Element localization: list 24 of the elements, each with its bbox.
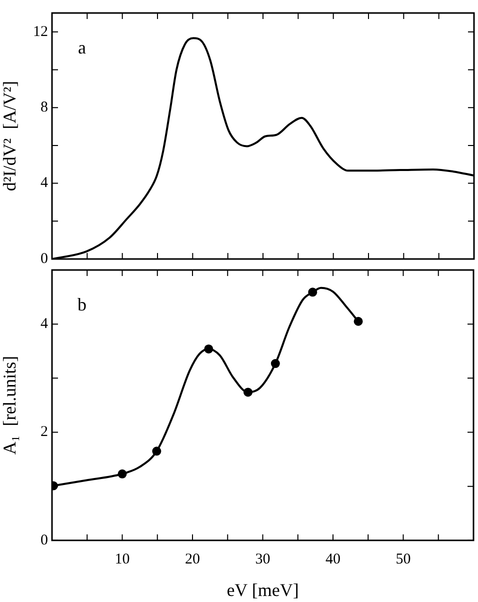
annotation: a (78, 38, 86, 58)
y-tick-label: 8 (40, 100, 48, 116)
y-tick-label: 12 (33, 24, 48, 40)
x-tick-label: 10 (114, 551, 130, 568)
point (152, 446, 162, 456)
y-tick-label: 0 (40, 250, 48, 267)
x-tick-label: 30 (255, 551, 270, 568)
x-tick-label: 20 (185, 551, 200, 568)
point (354, 316, 363, 326)
x-axis-title: eV [meV] (226, 580, 299, 600)
x-tick-label: 50 (396, 551, 411, 568)
x-tick-label: 40 (326, 551, 340, 568)
point (118, 469, 127, 478)
y-tick-label: 2 (40, 424, 48, 440)
y-axis-title: A₁ [rel.units] (0, 356, 20, 455)
point (204, 344, 214, 354)
annotation: b (78, 294, 86, 315)
y-axis-title: d²I/dV² [A/V²] (0, 80, 20, 192)
y-tick-label: 0 (40, 532, 48, 548)
point (244, 388, 252, 397)
point (270, 359, 280, 368)
point (308, 288, 318, 297)
y-tick-label: 4 (40, 175, 48, 192)
y-tick-label: 4 (40, 316, 48, 332)
